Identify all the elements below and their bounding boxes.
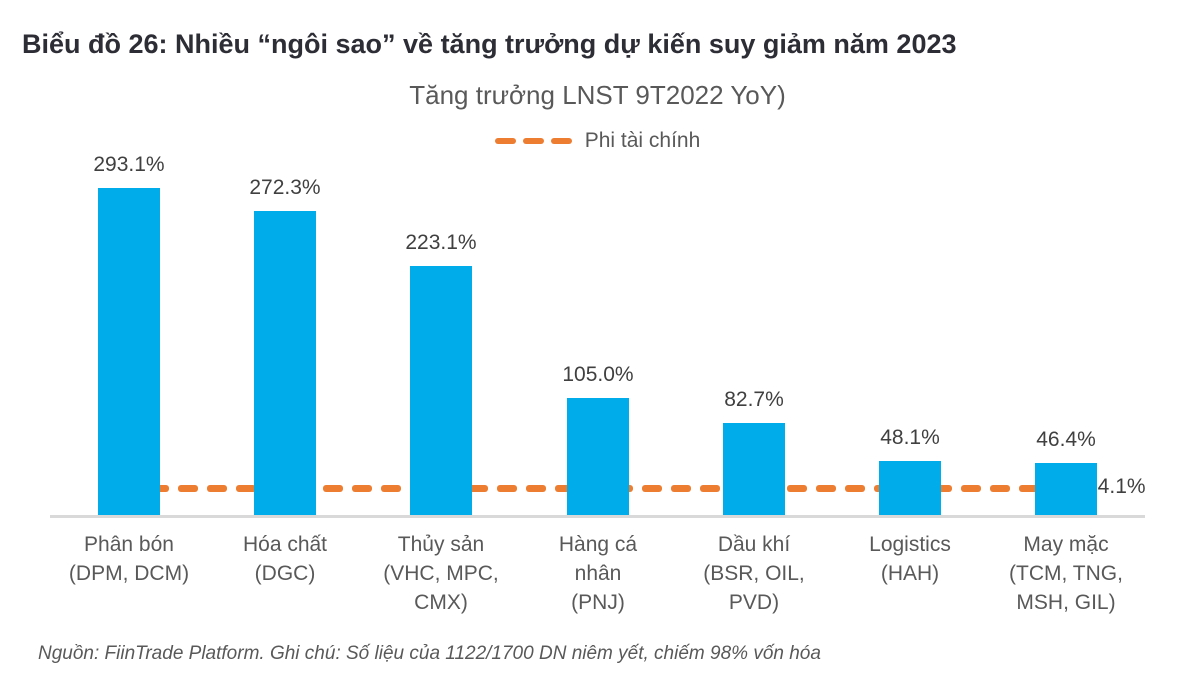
source-note: Nguồn: FiinTrade Platform. Ghi chú: Số l… bbox=[38, 643, 821, 664]
x-axis-label: Phân bón (DPM, DCM) bbox=[68, 533, 190, 585]
reference-dash-segment bbox=[700, 485, 720, 492]
reference-dash-segment bbox=[671, 485, 691, 492]
bar-value-label: 105.0% bbox=[562, 363, 634, 386]
legend-label: Phi tài chính bbox=[584, 129, 701, 152]
reference-dash-segment bbox=[845, 485, 865, 492]
reference-dash-segment bbox=[497, 485, 517, 492]
bar bbox=[1035, 463, 1097, 515]
bar bbox=[98, 188, 160, 515]
reference-dash-segment bbox=[787, 485, 807, 492]
legend-dash-segment bbox=[550, 138, 572, 144]
bar-value-label: 82.7% bbox=[724, 388, 784, 411]
bar bbox=[567, 398, 629, 515]
chart-title: Tăng trưởng LNST 9T2022 YoY) bbox=[409, 80, 786, 110]
reference-dash-segment bbox=[468, 485, 488, 492]
x-axis-label: May mặc (TCM, TNG, MSH, GIL) bbox=[1009, 533, 1123, 614]
reference-dash-segment bbox=[816, 485, 836, 492]
reference-line-value-label: 24.1% bbox=[1086, 475, 1146, 498]
reference-dash-segment bbox=[381, 485, 401, 492]
legend-dash-segment bbox=[522, 138, 544, 144]
page-title: Biểu đồ 26: Nhiều “ngôi sao” về tăng trư… bbox=[22, 29, 957, 60]
bar bbox=[410, 266, 472, 515]
x-axis-label: Logistics (HAH) bbox=[869, 533, 951, 585]
reference-dash-segment bbox=[990, 485, 1010, 492]
chart-legend: Phi tài chính bbox=[50, 129, 1145, 153]
bar-value-label: 293.1% bbox=[93, 153, 165, 176]
reference-dash-segment bbox=[323, 485, 343, 492]
bar-value-label: 48.1% bbox=[880, 426, 940, 449]
reference-dash-segment bbox=[961, 485, 981, 492]
bar-value-label: 272.3% bbox=[249, 176, 321, 199]
bar bbox=[723, 423, 785, 515]
reference-dash-segment bbox=[207, 485, 227, 492]
legend-dash-segment bbox=[494, 138, 516, 144]
reference-dash-segment bbox=[236, 485, 256, 492]
bar bbox=[879, 461, 941, 515]
reference-dash-segment bbox=[526, 485, 546, 492]
x-axis-label: Hóa chất (DGC) bbox=[242, 533, 328, 585]
reference-dash-segment bbox=[642, 485, 662, 492]
x-axis-baseline bbox=[50, 515, 1145, 518]
reference-dash-segment bbox=[555, 485, 575, 492]
x-axis-label: Thủy sản (VHC, MPC, CMX) bbox=[383, 533, 499, 614]
reference-dash-segment bbox=[1019, 485, 1039, 492]
dashed-line-legend-icon bbox=[494, 138, 572, 144]
reference-dash-segment bbox=[932, 485, 952, 492]
x-axis-label: Hàng cá nhân (PNJ) bbox=[558, 533, 638, 614]
bar-value-label: 46.4% bbox=[1036, 428, 1096, 451]
x-axis-label: Dầu khí (BSR, OIL, PVD) bbox=[703, 533, 805, 614]
bar bbox=[254, 211, 316, 515]
bar-value-label: 223.1% bbox=[405, 231, 477, 254]
reference-dash-segment bbox=[352, 485, 372, 492]
reference-dash-segment bbox=[178, 485, 198, 492]
